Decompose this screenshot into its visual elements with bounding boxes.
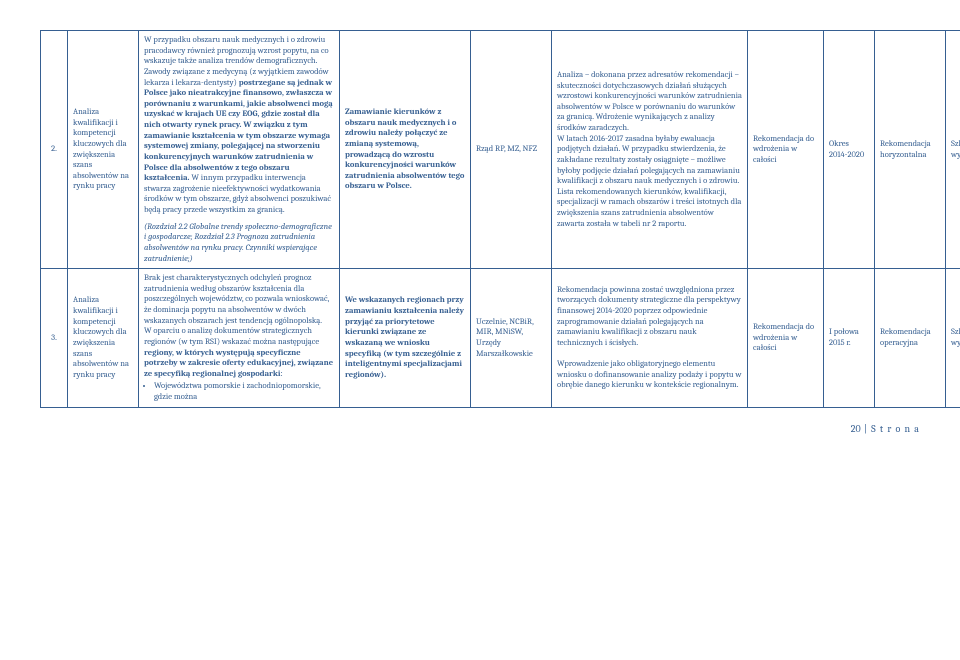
cell-c2: Brak jest charakterystycznych odchyleń p… xyxy=(139,269,340,408)
cell-c7: I połowa 2015 r. xyxy=(824,269,875,408)
c3-bold: Zamawianie kierunków z obszaru nauk medy… xyxy=(345,107,464,191)
c2-bold: postrzegane są jednak w Polsce jako niea… xyxy=(144,78,333,184)
cell-c1: Analiza kwalifikacji i kompetencji klucz… xyxy=(68,269,139,408)
c2-text2: : xyxy=(280,369,282,379)
list-item: Województwa pomorskie i zachodniopomorsk… xyxy=(154,381,334,402)
page-label: S t r o n a xyxy=(871,423,920,435)
c2-italic: (Rozdział 2.2 Globalne trendy społeczno-… xyxy=(144,222,334,265)
cell-c4: Uczelnie, NCBiR, MIR, MNiSW, Urzędy Mars… xyxy=(471,269,552,408)
cell-c7: Okres 2014-2020 xyxy=(824,31,875,269)
cell-c8: Rekomendacja horyzontalna xyxy=(875,31,946,269)
page-footer: 20 | S t r o n a xyxy=(40,423,920,435)
c2-list: Województwa pomorskie i zachodniopomorsk… xyxy=(144,381,334,402)
cell-c5: Rekomendacja powinna zostać uwzględniona… xyxy=(552,269,748,408)
cell-c6: Rekomendacja do wdrożenia w całości xyxy=(748,31,824,269)
c2-bold: regiony, w których występują specyficzne… xyxy=(144,348,333,379)
page-number: 20 xyxy=(851,423,861,435)
cell-c1: Analiza kwalifikacji i kompetencji klucz… xyxy=(68,31,139,269)
table-row: 3. Analiza kwalifikacji i kompetencji kl… xyxy=(41,269,960,408)
cell-c9: Szkolnictwo wyższe xyxy=(946,31,960,269)
cell-c4: Rząd RP, MZ, NFZ xyxy=(471,31,552,269)
cell-c3: We wskazanych regionach przy zamawianiu … xyxy=(340,269,471,408)
document-table: 2. Analiza kwalifikacji i kompetencji kl… xyxy=(40,30,960,408)
cell-c8: Rekomendacja operacyjna xyxy=(875,269,946,408)
row-number: 2. xyxy=(41,31,68,269)
table-row: 2. Analiza kwalifikacji i kompetencji kl… xyxy=(41,31,960,269)
cell-c6: Rekomendacja do wdrożenia w całości xyxy=(748,269,824,408)
cell-c9: Szkolnictwo wyższe xyxy=(946,269,960,408)
cell-c5: Analiza – dokonana przez adresatów rekom… xyxy=(552,31,748,269)
c3-bold: We wskazanych regionach przy zamawianiu … xyxy=(345,295,464,379)
c2-text: Brak jest charakterystycznych odchyleń p… xyxy=(144,273,329,347)
cell-c3: Zamawianie kierunków z obszaru nauk medy… xyxy=(340,31,471,269)
cell-c2: W przypadku obszaru nauk medycznych i o … xyxy=(139,31,340,269)
row-number: 3. xyxy=(41,269,68,408)
